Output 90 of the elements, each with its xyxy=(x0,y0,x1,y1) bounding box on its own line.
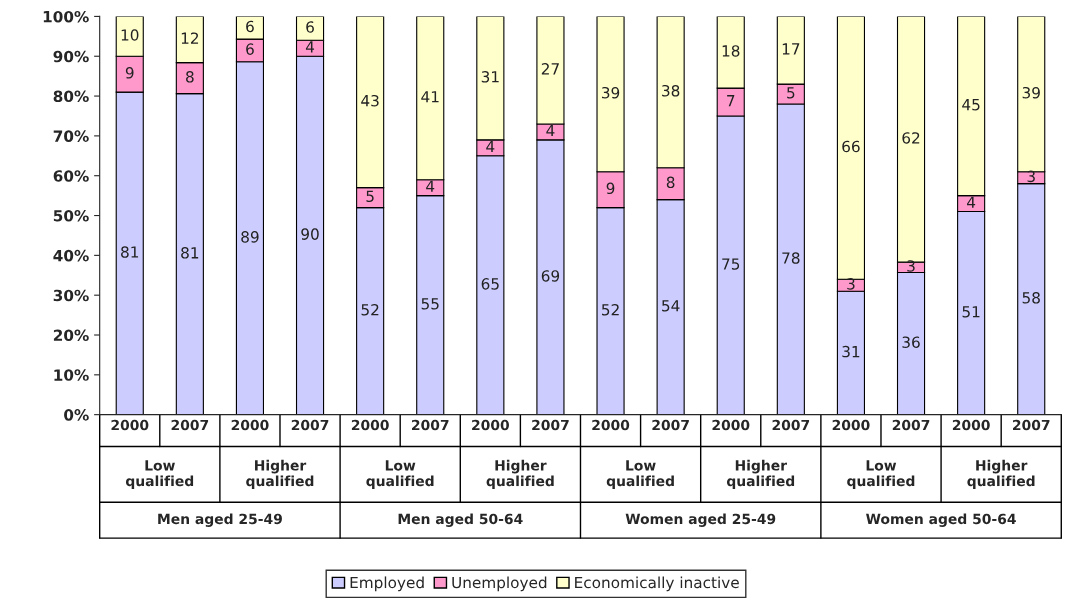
data-label: 17 xyxy=(782,43,800,55)
data-label: 43 xyxy=(361,94,379,107)
y-tick-label: 20% xyxy=(53,329,89,342)
text: Men aged 50-64 xyxy=(398,513,523,527)
data-label: 81 xyxy=(121,246,139,258)
x-tick-label: 2007 xyxy=(412,419,449,431)
data-label: 3 xyxy=(907,260,915,272)
text: Women aged 25-49 xyxy=(625,513,776,527)
y-tick-label: 30% xyxy=(53,289,89,302)
legend-label: Economically inactive xyxy=(575,576,739,592)
data-label: 8 xyxy=(666,176,675,189)
x-tick-label: 2000 xyxy=(592,419,630,431)
data-label: 51 xyxy=(962,306,980,318)
data-label: 41 xyxy=(421,91,439,103)
x-tick-label: 2007 xyxy=(532,419,569,431)
data-label: 31 xyxy=(481,71,499,83)
data-label: 39 xyxy=(1022,86,1040,99)
data-label: 54 xyxy=(662,300,680,312)
data-label: 3 xyxy=(847,278,855,290)
data-label: 52 xyxy=(602,303,619,316)
text: Low qualified xyxy=(606,460,674,489)
legend-label: Employed xyxy=(350,576,424,592)
x-tick-label: 2000 xyxy=(472,419,509,431)
text: Low qualified xyxy=(125,460,194,489)
x-tick-label: 2000 xyxy=(832,419,870,431)
y-tick-label: 70% xyxy=(53,130,89,142)
legend-label: Unemployed xyxy=(452,576,547,592)
data-label: 4 xyxy=(486,140,495,153)
data-label: 4 xyxy=(305,41,315,53)
data-label: 6 xyxy=(246,20,254,33)
x-tick-label: 2000 xyxy=(111,419,149,431)
data-label: 81 xyxy=(181,247,199,259)
data-label: 36 xyxy=(902,336,920,348)
data-label: 52 xyxy=(361,303,379,316)
data-label: 5 xyxy=(366,190,374,203)
y-tick-label: 80% xyxy=(53,90,89,103)
x-tick-label: 2000 xyxy=(351,419,389,431)
data-label: 66 xyxy=(842,140,860,153)
text: Higher qualified xyxy=(246,459,314,489)
data-label: 9 xyxy=(606,182,615,195)
data-label: 39 xyxy=(601,86,620,99)
x-tick-label: 2007 xyxy=(1013,419,1050,431)
y-tick-label: 0% xyxy=(64,409,89,421)
data-label: 31 xyxy=(842,345,860,358)
x-tick-label: 2000 xyxy=(712,419,750,431)
text: Higher qualified xyxy=(726,459,795,489)
y-tick-label: 60% xyxy=(53,170,89,182)
x-tick-label: 2007 xyxy=(291,419,329,431)
data-label: 8 xyxy=(186,71,194,83)
data-label: 89 xyxy=(241,231,259,243)
text: Low qualified xyxy=(366,460,434,489)
text: Higher qualified xyxy=(486,459,554,489)
data-label: 90 xyxy=(301,228,319,240)
data-label: 4 xyxy=(426,180,435,192)
data-label: 45 xyxy=(962,99,980,111)
y-tick-label: 10% xyxy=(54,369,89,381)
data-label: 4 xyxy=(967,196,976,208)
x-tick-label: 2007 xyxy=(171,419,209,431)
text: Low qualified xyxy=(847,460,915,489)
x-tick-label: 2007 xyxy=(892,419,930,431)
data-label: 6 xyxy=(246,43,254,55)
data-label: 55 xyxy=(421,298,439,310)
x-tick-label: 2007 xyxy=(652,419,689,431)
text: Higher qualified xyxy=(967,459,1035,489)
x-tick-label: 2000 xyxy=(231,419,269,431)
y-tick-label: 100% xyxy=(43,10,89,23)
data-label: 3 xyxy=(1027,170,1035,183)
data-label: 69 xyxy=(541,270,560,282)
data-label: 12 xyxy=(181,32,199,44)
data-label: 58 xyxy=(1022,292,1040,304)
data-label: 65 xyxy=(481,278,499,290)
data-label: 10 xyxy=(121,29,139,41)
data-label: 62 xyxy=(902,132,920,144)
data-label: 27 xyxy=(541,63,559,75)
y-tick-label: 50% xyxy=(53,210,89,222)
data-label: 78 xyxy=(782,252,800,264)
data-label: 38 xyxy=(662,84,680,97)
data-label: 6 xyxy=(306,21,314,33)
text: Women aged 50-64 xyxy=(866,513,1016,527)
x-tick-label: 2007 xyxy=(772,419,810,431)
data-label: 7 xyxy=(727,95,735,107)
x-tick-label: 2000 xyxy=(952,419,990,431)
y-tick-label: 40% xyxy=(53,249,89,262)
data-label: 5 xyxy=(787,87,795,99)
text: Men aged 25-49 xyxy=(158,513,282,527)
data-label: 9 xyxy=(125,67,134,79)
data-label: 4 xyxy=(546,124,555,137)
y-tick-label: 90% xyxy=(53,50,89,63)
data-label: 75 xyxy=(722,258,740,270)
data-label: 18 xyxy=(722,45,740,57)
